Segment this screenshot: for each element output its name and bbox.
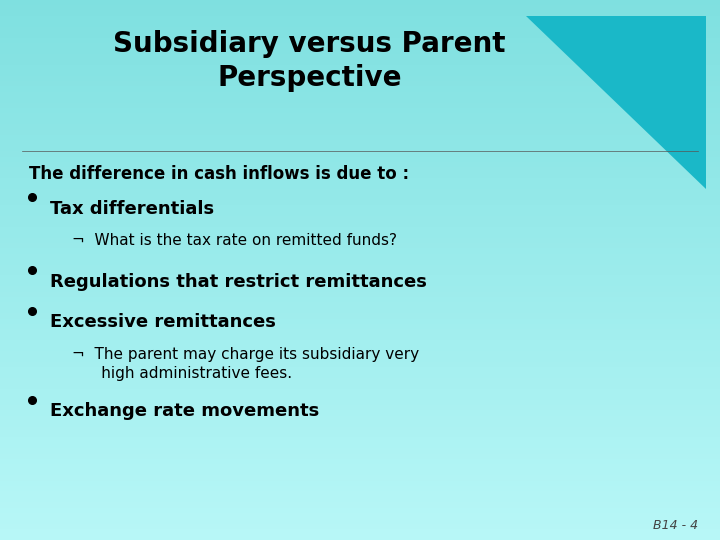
Text: ¬  The parent may charge its subsidiary very
      high administrative fees.: ¬ The parent may charge its subsidiary v… bbox=[72, 347, 419, 381]
Text: Regulations that restrict remittances: Regulations that restrict remittances bbox=[50, 273, 427, 291]
Polygon shape bbox=[526, 16, 706, 189]
Text: Tax differentials: Tax differentials bbox=[50, 200, 215, 218]
Text: Subsidiary versus Parent
Perspective: Subsidiary versus Parent Perspective bbox=[113, 30, 506, 92]
Text: ¬  What is the tax rate on remitted funds?: ¬ What is the tax rate on remitted funds… bbox=[72, 233, 397, 248]
Text: Excessive remittances: Excessive remittances bbox=[50, 313, 276, 331]
Text: The difference in cash inflows is due to :: The difference in cash inflows is due to… bbox=[29, 165, 409, 183]
Text: Exchange rate movements: Exchange rate movements bbox=[50, 402, 320, 420]
Text: B14 - 4: B14 - 4 bbox=[653, 519, 698, 532]
